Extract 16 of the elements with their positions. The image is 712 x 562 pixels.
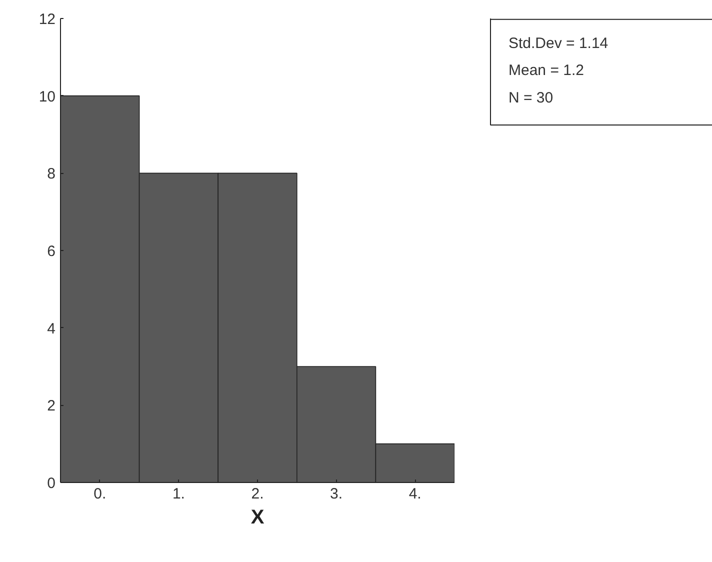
text: Mean = 1.2: [508, 62, 584, 80]
y-tick-label: 4: [47, 320, 56, 338]
text: Std.Dev = 1.14: [508, 34, 608, 52]
x-tick-label: 1.: [172, 486, 185, 502]
x-tick-label: 2.: [251, 486, 264, 502]
x-tick-label: 0.: [94, 486, 106, 502]
text: N = 30: [508, 89, 554, 106]
y-tick-label: 8: [47, 166, 56, 183]
y-tick-label: 2: [47, 398, 56, 415]
y-tick-label: 6: [47, 243, 56, 260]
y-tick-label: 12: [38, 11, 56, 28]
x-tick-label: 4.: [408, 486, 422, 502]
x-axis-title: X: [250, 506, 265, 528]
y-tick-label: 0: [47, 475, 56, 492]
x-tick-label: 3.: [330, 486, 343, 502]
y-tick-label: 10: [38, 88, 56, 106]
